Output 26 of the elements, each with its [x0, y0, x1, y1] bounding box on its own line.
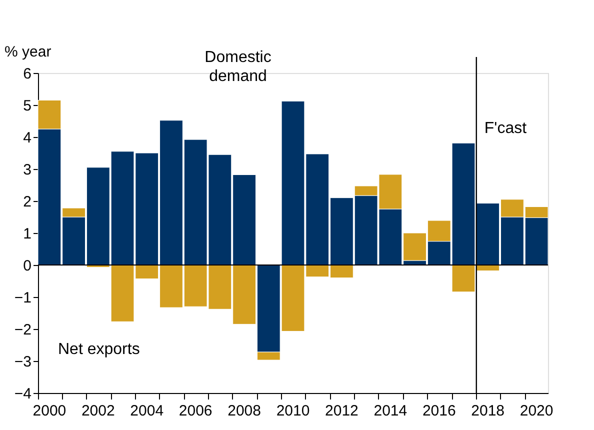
y-tick-label: 5 [23, 98, 32, 114]
y-tick-label: −4 [14, 386, 32, 402]
x-tick-label: 2020 [520, 402, 554, 420]
x-tick-label: 2012 [325, 402, 358, 420]
x-tick-label: 2008 [228, 402, 261, 420]
y-tick-label: 3 [23, 162, 32, 178]
y-tick-label: −3 [14, 354, 32, 370]
y-tick-label: 4 [23, 130, 32, 146]
y-tick-label: 6 [23, 66, 32, 82]
x-tick-label: 2006 [178, 402, 212, 420]
x-tick-label: 2018 [471, 402, 505, 420]
ref-line-label: F'cast [484, 120, 528, 137]
series-label: Domestic demand [204, 49, 272, 85]
series-label: Net exports [58, 341, 140, 358]
y-tick-label: −2 [14, 322, 32, 338]
y-tick-label: 2 [23, 194, 32, 210]
x-tick-label: 2010 [276, 402, 310, 420]
x-tick-label: 2014 [374, 402, 408, 420]
x-tick-label: 2004 [130, 402, 164, 420]
x-tick-label: 2016 [422, 402, 456, 420]
y-tick-label: 0 [23, 258, 32, 274]
x-tick-label: 2002 [81, 402, 115, 420]
y-axis-title: % year [4, 44, 52, 60]
y-tick-label: −1 [14, 290, 32, 306]
x-tick-label: 2000 [32, 402, 66, 420]
y-tick-label: 1 [23, 226, 32, 242]
